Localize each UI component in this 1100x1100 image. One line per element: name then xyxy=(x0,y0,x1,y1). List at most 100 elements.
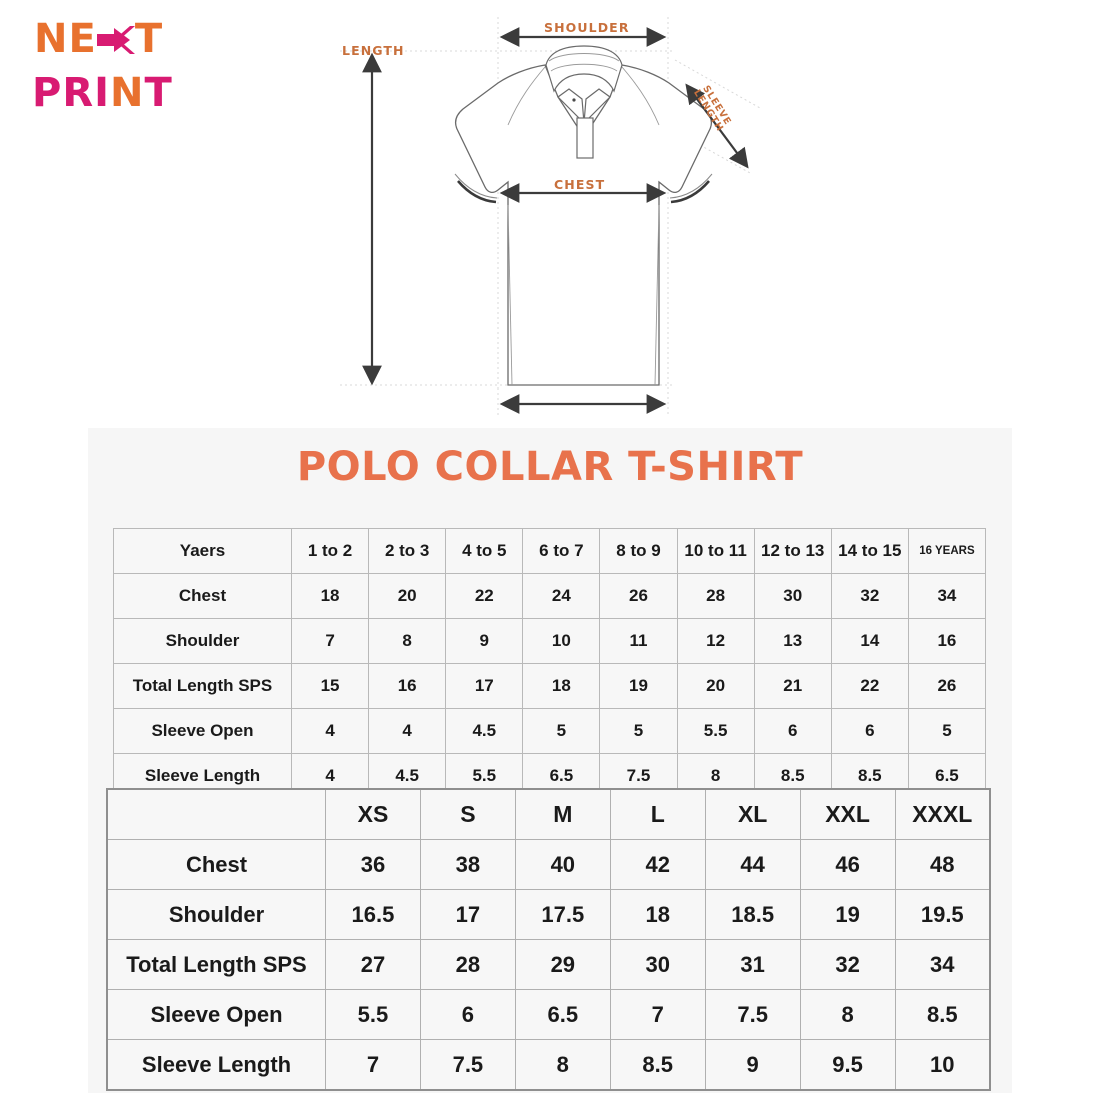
x-arrow-icon xyxy=(96,23,135,57)
chest-label: CHEST xyxy=(554,177,606,192)
column-header-12-to-13: 12 to 13 xyxy=(753,528,832,574)
table-cell: 11 xyxy=(599,618,678,664)
logo-t-letter: T xyxy=(134,16,164,62)
table-cell: 27 xyxy=(325,939,421,990)
row-label-shoulder: Shoulder xyxy=(106,889,326,940)
table-cell: 5 xyxy=(599,708,678,754)
table-cell: 4 xyxy=(368,708,447,754)
adult-size-table: XS S M L XL XXL XXXL Chest 36 38 40 42 44 46 48 Shoulde… xyxy=(106,788,991,1091)
table-cell: 6.5 xyxy=(514,989,611,1040)
length-label: LENGTH xyxy=(342,43,405,58)
table-cell: 30 xyxy=(609,939,706,990)
table-cell: 29 xyxy=(514,939,611,990)
column-header-xl: XL xyxy=(704,788,801,840)
column-header-14-to-15: 14 to 15 xyxy=(830,528,909,574)
table-cell: 32 xyxy=(799,939,896,990)
column-header-1-to-2: 1 to 2 xyxy=(290,528,370,574)
table-cell: 28 xyxy=(419,939,516,990)
logo-n-letter: N xyxy=(110,70,145,116)
column-header-l: L xyxy=(609,788,706,840)
column-header-10-to-11: 10 to 11 xyxy=(676,528,755,574)
brand-logo: NE T PRINT xyxy=(28,18,218,128)
table-row: Sleeve Length 7 7.5 8 8.5 9 9.5 10 xyxy=(106,1039,991,1091)
table-cell: 8.5 xyxy=(894,989,991,1040)
table-cell: 16 xyxy=(368,663,447,709)
adult-table-body: XS S M L XL XXL XXXL Chest 36 38 40 42 44 46 48 Shoulde… xyxy=(106,788,991,1091)
table-cell: 20 xyxy=(676,663,755,709)
row-label-total-length-sps: Total Length SPS xyxy=(106,939,326,990)
table-cell: 4.5 xyxy=(445,708,524,754)
table-cell: 16.5 xyxy=(325,889,421,940)
table-cell: 30 xyxy=(753,573,832,619)
header-row-label: Yaers xyxy=(113,528,292,574)
table-cell: 7.5 xyxy=(704,989,801,1040)
shoulder-label: SHOULDER xyxy=(544,20,630,35)
row-label-sleeve-open: Sleeve Open xyxy=(106,989,326,1040)
table-cell: 34 xyxy=(894,939,991,990)
table-cell: 12 xyxy=(676,618,755,664)
table-cell: 7 xyxy=(325,1039,421,1091)
table-cell: 13 xyxy=(753,618,832,664)
table-cell: 26 xyxy=(599,573,678,619)
table-cell: 9.5 xyxy=(799,1039,896,1091)
table-cell: 4 xyxy=(290,708,370,754)
table-cell: 9 xyxy=(445,618,524,664)
table-cell: 42 xyxy=(609,839,706,890)
table-cell: 8.5 xyxy=(609,1039,706,1091)
row-label-shoulder: Shoulder xyxy=(113,618,292,664)
table-cell: 22 xyxy=(445,573,524,619)
table-cell: 17 xyxy=(445,663,524,709)
table-row: Total Length SPS 15 16 17 18 19 20 21 22 26 xyxy=(113,663,987,709)
logo-r-letter: R xyxy=(62,70,95,116)
table-cell: 7 xyxy=(290,618,370,664)
table-cell: 6 xyxy=(419,989,516,1040)
column-header-8-to-9: 8 to 9 xyxy=(599,528,678,574)
column-header-xs: XS xyxy=(325,788,421,840)
logo-print-wordmark: PRINT xyxy=(32,72,218,114)
table-cell: 7.5 xyxy=(419,1039,516,1091)
table-cell: 38 xyxy=(419,839,516,890)
table-cell: 10 xyxy=(894,1039,991,1091)
table-row: Sleeve Open 4 4 4.5 5 5 5.5 6 6 5 xyxy=(113,708,987,754)
table-cell: 5.5 xyxy=(676,708,755,754)
table-cell: 10 xyxy=(522,618,601,664)
table-cell: 17.5 xyxy=(514,889,611,940)
table-cell: 17 xyxy=(419,889,516,940)
page-title: POLO COLLAR T-SHIRT xyxy=(296,444,804,490)
table-cell: 5.5 xyxy=(325,989,421,1040)
column-header-4-to-5: 4 to 5 xyxy=(445,528,524,574)
table-cell: 26 xyxy=(907,663,987,709)
column-header-2-to-3: 2 to 3 xyxy=(368,528,447,574)
table-cell: 18.5 xyxy=(704,889,801,940)
table-header-row: XS S M L XL XXL XXXL xyxy=(106,788,991,840)
logo-t2-letter: T xyxy=(144,70,173,116)
table-cell: 21 xyxy=(753,663,832,709)
polo-shirt-measurement-diagram: LENGTH SHOULDER CHEST SLEEVE LENGTH xyxy=(330,5,800,425)
table-cell: 18 xyxy=(609,889,706,940)
table-row: Shoulder 16.5 17 17.5 18 18.5 19 19.5 xyxy=(106,889,991,940)
row-label-sleeve-open: Sleeve Open xyxy=(113,708,292,754)
table-cell: 5 xyxy=(522,708,601,754)
column-header-6-to-7: 6 to 7 xyxy=(522,528,601,574)
table-cell: 18 xyxy=(290,573,370,619)
table-cell: 8 xyxy=(799,989,896,1040)
table-cell: 36 xyxy=(325,839,421,890)
table-cell: 32 xyxy=(830,573,909,619)
table-cell: 9 xyxy=(704,1039,801,1091)
table-cell: 40 xyxy=(514,839,611,890)
logo-i-letter: I xyxy=(94,70,111,116)
row-label-total-length-sps: Total Length SPS xyxy=(113,663,292,709)
table-cell: 19 xyxy=(799,889,896,940)
logo-ne-letters: NE xyxy=(34,16,97,62)
table-cell: 6 xyxy=(830,708,909,754)
table-cell: 19 xyxy=(599,663,678,709)
table-cell: 16 xyxy=(907,618,987,664)
table-cell: 5 xyxy=(907,708,987,754)
row-label-sleeve-length: Sleeve Length xyxy=(106,1039,326,1091)
table-row: Chest 18 20 22 24 26 28 30 32 34 xyxy=(113,573,987,619)
table-cell: 8 xyxy=(368,618,447,664)
table-cell: 19.5 xyxy=(894,889,991,940)
